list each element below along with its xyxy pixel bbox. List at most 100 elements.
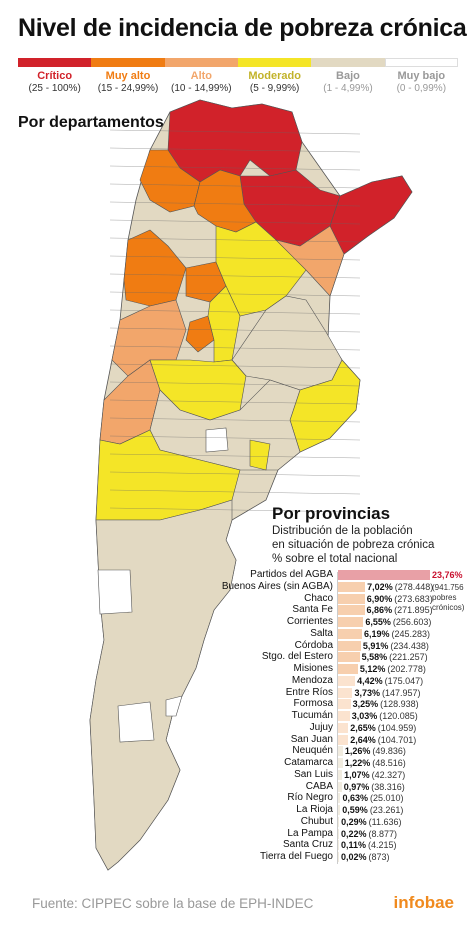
province-name: Formosa bbox=[293, 698, 333, 710]
legend-swatch bbox=[18, 58, 92, 67]
province-name: Chubut bbox=[300, 815, 333, 827]
province-value: 6,86% (271.895) bbox=[367, 604, 433, 616]
province-name: Partidos del AGBA bbox=[250, 569, 333, 580]
province-row: Chaco 6,90% (273.683) bbox=[0, 593, 474, 605]
province-percent: 0,29% bbox=[341, 816, 367, 827]
province-row: Formosa 3,25% (128.938) bbox=[0, 698, 474, 710]
province-bar bbox=[338, 734, 349, 745]
province-row: Córdoba 5,91% (234.438) bbox=[0, 640, 474, 652]
province-row: Río Negro 0,63% (25.010) bbox=[0, 792, 474, 804]
desc-line-1: Distribución de la población bbox=[272, 525, 413, 537]
province-bar bbox=[338, 687, 353, 698]
province-row: Buenos Aires (sin AGBA) 7,02% (278.448) bbox=[0, 581, 474, 593]
province-count: (8.877) bbox=[368, 828, 398, 839]
province-count: (25.010) bbox=[369, 793, 404, 804]
source-note: Fuente: CIPPEC sobre la base de EPH-INDE… bbox=[32, 896, 314, 911]
province-value: 6,55% (256.603) bbox=[365, 616, 431, 628]
department-border bbox=[109, 183, 361, 189]
province-name: Santa Fe bbox=[292, 604, 333, 616]
department-border bbox=[109, 417, 361, 423]
legend-range: (5 - 9,99%) bbox=[249, 83, 300, 94]
province-name: San Juan bbox=[290, 733, 333, 745]
department-border bbox=[109, 273, 361, 279]
province-row: Santa Cruz 0,11% (4.215) bbox=[0, 839, 474, 851]
province-name: Buenos Aires (sin AGBA) bbox=[221, 580, 333, 592]
province-bar bbox=[338, 805, 341, 815]
provinces-description: Distribución de la población en situació… bbox=[272, 524, 434, 566]
province-percent: 5,58% bbox=[361, 652, 388, 663]
province-row: Chubut 0,29% (11.636) bbox=[0, 816, 474, 828]
page-title: Nivel de incidencia de pobreza crónica bbox=[18, 14, 467, 42]
province-percent: 0,22% bbox=[341, 828, 367, 839]
province-value: 6,90% (273.683) bbox=[367, 593, 433, 605]
department-border bbox=[109, 453, 361, 459]
legend-item: Crítico (25 - 100%) bbox=[18, 58, 92, 94]
legend-label: Alto bbox=[190, 70, 213, 82]
legend-swatch bbox=[164, 58, 238, 67]
legend-item: Moderado (5 - 9,99%) bbox=[237, 58, 312, 94]
province-count: (147.957) bbox=[381, 687, 421, 698]
region-muy-bajo bbox=[97, 569, 133, 615]
province-count: (48.516) bbox=[372, 758, 406, 768]
legend-label: Muy alto bbox=[105, 70, 151, 82]
top-note-line-3: crónicos) bbox=[432, 603, 465, 612]
province-count: (11.636) bbox=[368, 816, 402, 827]
legend-label: Bajo bbox=[336, 70, 360, 82]
region-alto bbox=[275, 225, 345, 297]
province-count: (42.327) bbox=[371, 769, 406, 780]
province-bar bbox=[338, 758, 343, 768]
province-percent: 0,97% bbox=[343, 781, 370, 792]
department-border bbox=[109, 291, 361, 297]
province-percent: 2,64% bbox=[350, 734, 376, 745]
province-bar bbox=[338, 840, 339, 851]
province-bar bbox=[338, 699, 351, 710]
province-value: 6,19% (245.283) bbox=[364, 628, 430, 640]
province-value: 5,91% (234.438) bbox=[363, 640, 429, 652]
province-percent: 23,76% bbox=[432, 570, 463, 580]
province-count: (128.938) bbox=[380, 699, 419, 710]
province-percent: 6,86% bbox=[366, 605, 393, 616]
province-value: 0,02% (873) bbox=[341, 851, 390, 863]
province-percent: 1,07% bbox=[344, 769, 370, 780]
province-count: (278.448) bbox=[394, 581, 434, 592]
province-value: 3,73% (147.957) bbox=[354, 687, 420, 699]
region-critico bbox=[167, 99, 303, 183]
province-bar bbox=[338, 605, 365, 616]
province-count: (245.283) bbox=[391, 628, 431, 639]
province-value: 23,76% bbox=[432, 569, 465, 581]
province-count: (221.257) bbox=[389, 652, 428, 663]
province-row: Salta 6,19% (245.283) bbox=[0, 628, 474, 640]
province-name: Corrientes bbox=[286, 616, 333, 627]
province-row: La Pampa 0,22% (8.877) bbox=[0, 828, 474, 840]
province-row: Mendoza 4,42% (175.047) bbox=[0, 675, 474, 687]
province-row: CABA 0,97% (38.316) bbox=[0, 781, 474, 793]
province-bar bbox=[338, 722, 349, 733]
province-value: 5,58% (221.257) bbox=[362, 651, 428, 663]
province-name: Entre Ríos bbox=[285, 686, 333, 698]
province-count: (38.316) bbox=[371, 781, 405, 792]
legend-item: Muy alto (15 - 24,99%) bbox=[91, 58, 165, 94]
infobae-logo: infobae bbox=[393, 893, 454, 912]
province-value: 2,64% (104.701) bbox=[350, 734, 416, 746]
province-percent: 1,26% bbox=[344, 746, 371, 757]
province-name: Mendoza bbox=[291, 674, 333, 686]
province-percent: 3,03% bbox=[351, 711, 378, 721]
province-bar bbox=[338, 852, 339, 862]
department-border bbox=[109, 489, 361, 495]
province-name: Tierra del Fuego bbox=[260, 851, 333, 862]
province-value: 0,97% (38.316) bbox=[344, 781, 405, 793]
province-count: (175.047) bbox=[384, 675, 424, 686]
province-name: La Pampa bbox=[287, 827, 333, 839]
province-value: 1,26% (49.836) bbox=[345, 745, 406, 757]
desc-line-2: en situación de pobreza crónica bbox=[272, 539, 435, 551]
department-border bbox=[109, 507, 361, 513]
top-bar-note: (941.756 pobres crónicos) bbox=[432, 583, 464, 613]
province-bar bbox=[338, 816, 340, 827]
province-bar bbox=[338, 628, 362, 639]
department-border bbox=[109, 363, 361, 369]
department-border bbox=[109, 309, 361, 315]
province-name: San Luis bbox=[294, 768, 333, 780]
province-row: San Juan 2,64% (104.701) bbox=[0, 734, 474, 746]
province-bar bbox=[338, 593, 365, 604]
province-bar bbox=[338, 781, 342, 792]
